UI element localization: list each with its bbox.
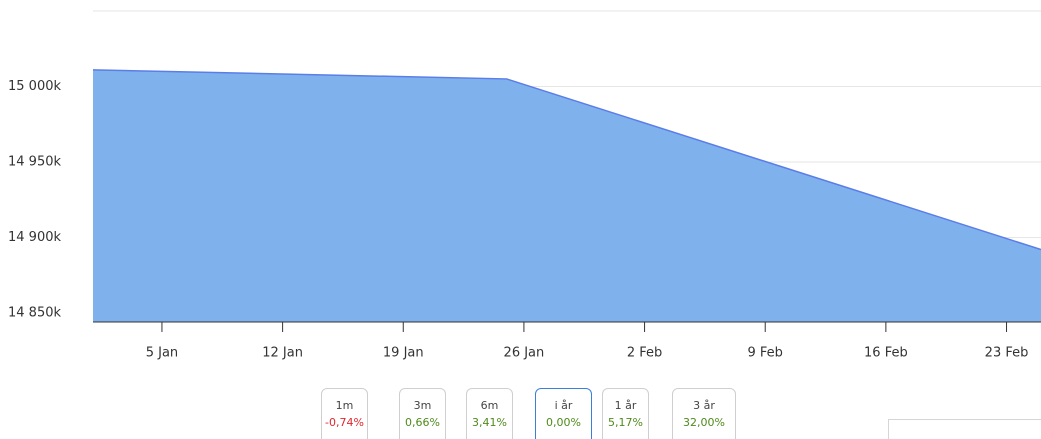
area	[93, 69, 1041, 323]
range-button[interactable]: 3 år 32,00%	[672, 388, 736, 439]
y-tick-label: 15 000k	[8, 79, 61, 94]
x-tick-label: 12 Jan	[262, 346, 303, 361]
x-tick-label: 19 Jan	[383, 346, 424, 361]
x-tick-label: 23 Feb	[985, 346, 1029, 361]
range-change: 32,00%	[683, 416, 725, 429]
range-label: 1 år	[614, 399, 637, 412]
range-change: -0,74%	[325, 416, 364, 429]
y-tick-label: 14 850k	[8, 305, 61, 320]
x-tick-label: 9 Feb	[748, 346, 783, 361]
line	[92, 69, 1041, 251]
range-label: i år	[554, 399, 573, 412]
y-tick-label: 14 900k	[8, 230, 61, 245]
range-button[interactable]: 1m -0,74%	[321, 388, 368, 439]
range-change: 0,00%	[546, 416, 581, 429]
x-tick-label: 26 Jan	[504, 346, 545, 361]
x-tick-label: 2 Feb	[627, 346, 662, 361]
range-label: 6m	[480, 399, 499, 412]
range-label: 3 år	[693, 399, 715, 412]
range-label: 3m	[413, 399, 432, 412]
range-change: 3,41%	[472, 416, 507, 429]
y-tick-label: 14 950k	[8, 154, 61, 169]
range-change: 0,66%	[405, 416, 440, 429]
range-button[interactable]: 1 år 5,17%	[602, 388, 649, 439]
side-panel	[888, 419, 1041, 439]
x-tick-label: 16 Feb	[864, 346, 908, 361]
range-button[interactable]: i år 0,00%	[535, 388, 592, 439]
range-button[interactable]: 6m 3,41%	[466, 388, 513, 439]
range-label: 1m	[335, 399, 354, 412]
range-change: 5,17%	[608, 416, 643, 429]
range-button[interactable]: 3m 0,66%	[399, 388, 446, 439]
x-tick-label: 5 Jan	[146, 346, 178, 361]
